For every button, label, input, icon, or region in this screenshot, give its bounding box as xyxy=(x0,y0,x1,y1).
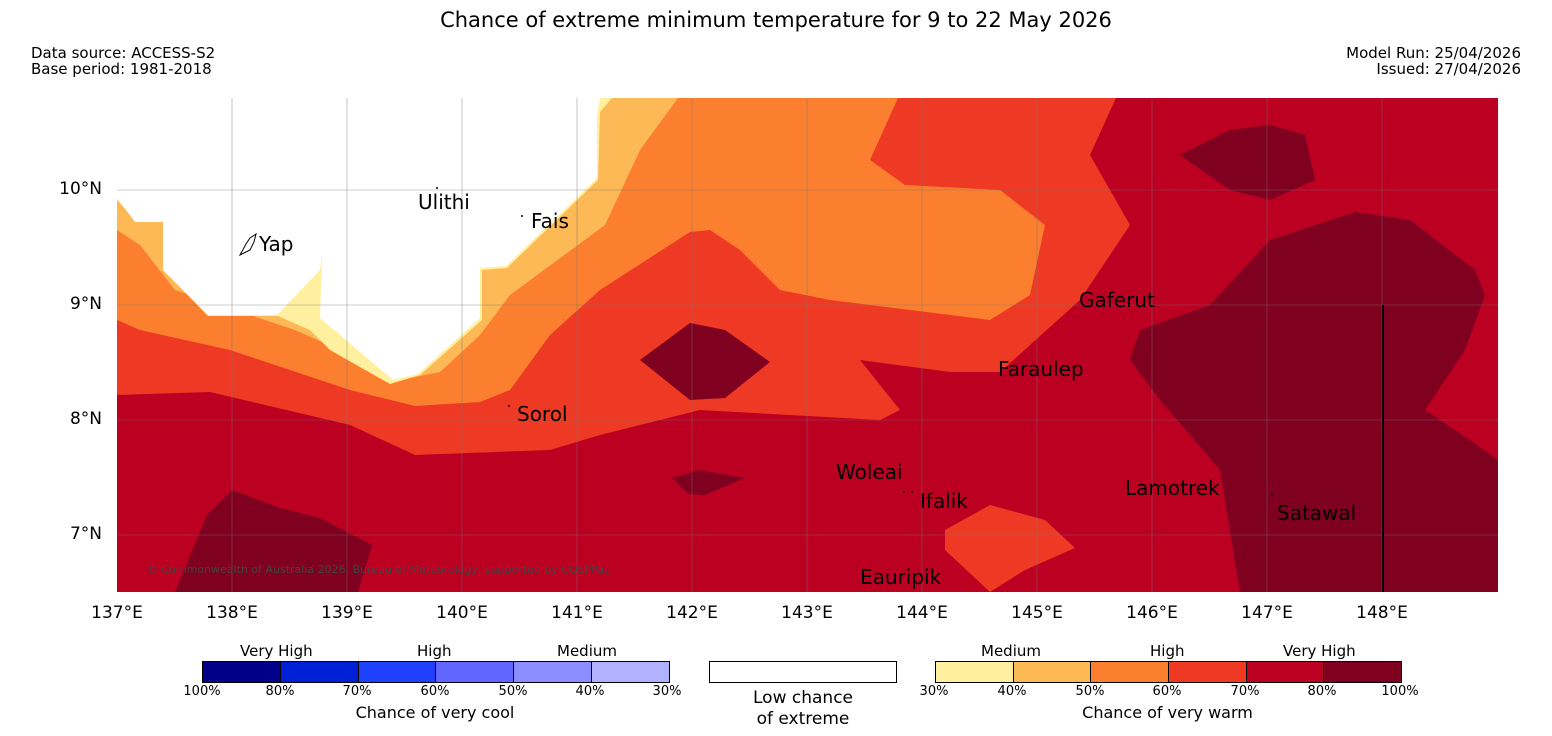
warm-swatch-3 xyxy=(1091,662,1170,682)
cool-tick: 100% xyxy=(183,684,221,699)
warm-label-very-high: Very High xyxy=(1283,642,1356,660)
place-woleai: Woleai xyxy=(836,460,903,484)
band-80-100-center xyxy=(640,323,770,400)
band-80-100-north xyxy=(1180,125,1315,200)
model-run: Model Run: 25/04/2026 xyxy=(1346,44,1521,62)
warm-tick: 40% xyxy=(997,684,1027,699)
warm-colorbar xyxy=(935,661,1402,683)
lat-label-8n: 8°N xyxy=(69,409,102,429)
lon-label-143e: 143°E xyxy=(781,603,833,623)
lon-label-141e: 141°E xyxy=(551,603,603,623)
cool-swatch-3 xyxy=(358,662,437,682)
lon-label-140e: 140°E xyxy=(436,603,488,623)
cool-label-high: High xyxy=(417,642,452,660)
place-ifalik: Ifalik xyxy=(920,489,968,513)
cool-swatch-5 xyxy=(514,662,593,682)
warm-swatch-1 xyxy=(936,662,1014,682)
cool-swatch-6 xyxy=(592,662,669,682)
warm-swatch-5 xyxy=(1246,662,1325,682)
warm-label-high: High xyxy=(1150,642,1185,660)
band-80-100-southwest xyxy=(175,490,372,592)
warm-legend-title: Chance of very warm xyxy=(1082,703,1253,722)
band-60-70-south xyxy=(945,505,1075,592)
warm-tick: 100% xyxy=(1381,684,1419,699)
map-title: Chance of extreme minimum temperature fo… xyxy=(440,8,1112,32)
place-fais: Fais xyxy=(531,209,569,233)
place-eauripik: Eauripik xyxy=(860,565,942,589)
place-yap: Yap xyxy=(259,232,294,256)
data-source: Data source: ACCESS-S2 xyxy=(31,44,216,62)
warm-swatch-2 xyxy=(1013,662,1092,682)
band-80-100-east xyxy=(1130,212,1498,592)
low-chance-label: Low chance of extreme xyxy=(709,688,897,730)
warm-tick: 50% xyxy=(1075,684,1105,699)
cool-label-medium: Medium xyxy=(557,642,617,660)
source-info: Data source: ACCESS-S2 Base period: 1981… xyxy=(31,45,215,77)
cool-swatch-1 xyxy=(203,662,281,682)
cool-tick: 60% xyxy=(420,684,450,699)
place-satawal: Satawal xyxy=(1277,501,1357,525)
warm-tick: 60% xyxy=(1152,684,1182,699)
lon-label-137e: 137°E xyxy=(91,603,143,623)
band-70-80-northeast xyxy=(1475,155,1498,225)
low-chance-line2: of extreme xyxy=(756,709,850,729)
place-gaferut: Gaferut xyxy=(1079,288,1155,312)
low-chance-line1: Low chance xyxy=(753,688,853,708)
low-chance-region xyxy=(117,98,600,380)
lat-label-9n: 9°N xyxy=(69,294,102,314)
place-faraulep: Faraulep xyxy=(998,357,1084,381)
issued-date: Issued: 27/04/2026 xyxy=(1376,60,1521,78)
lon-label-145e: 145°E xyxy=(1011,603,1063,623)
island-dots xyxy=(436,187,1273,495)
lon-label-142e: 142°E xyxy=(666,603,718,623)
cool-swatch-4 xyxy=(436,662,515,682)
warm-tick: 70% xyxy=(1230,684,1260,699)
warm-tick: 80% xyxy=(1307,684,1337,699)
cool-colorbar xyxy=(202,661,670,683)
low-chance-swatch xyxy=(709,661,897,683)
cool-tick: 30% xyxy=(652,684,682,699)
lon-label-147e: 147°E xyxy=(1241,603,1293,623)
cool-swatch-2 xyxy=(280,662,359,682)
base-period: Base period: 1981-2018 xyxy=(31,60,212,78)
lat-label-10n: 10°N xyxy=(59,179,102,199)
cool-tick: 80% xyxy=(265,684,295,699)
band-80-100-south xyxy=(672,470,745,495)
warm-swatch-4 xyxy=(1169,662,1247,682)
grid-lines xyxy=(117,98,1498,592)
warm-tick: 30% xyxy=(919,684,949,699)
cool-label-very-high: Very High xyxy=(240,642,313,660)
yap-island-shape xyxy=(238,232,257,257)
lon-label-148e: 148°E xyxy=(1356,603,1408,623)
lon-label-139e: 139°E xyxy=(321,603,373,623)
lon-label-146e: 146°E xyxy=(1126,603,1178,623)
lon-label-138e: 138°E xyxy=(206,603,258,623)
cool-legend-title: Chance of very cool xyxy=(355,703,515,722)
copyright-notice: © Commonwealth of Australia 2026, Bureau… xyxy=(147,563,611,576)
place-sorol: Sorol xyxy=(517,402,568,426)
warm-label-medium: Medium xyxy=(981,642,1041,660)
cool-tick: 50% xyxy=(498,684,528,699)
place-ulithi: Ulithi xyxy=(418,190,470,214)
cool-tick: 40% xyxy=(575,684,605,699)
warm-swatch-6 xyxy=(1324,662,1402,682)
lat-label-7n: 7°N xyxy=(69,524,102,544)
lon-label-144e: 144°E xyxy=(896,603,948,623)
cool-tick: 70% xyxy=(342,684,372,699)
place-lamotrek: Lamotrek xyxy=(1125,476,1220,500)
run-info: Model Run: 25/04/2026 Issued: 27/04/2026 xyxy=(1346,45,1521,77)
